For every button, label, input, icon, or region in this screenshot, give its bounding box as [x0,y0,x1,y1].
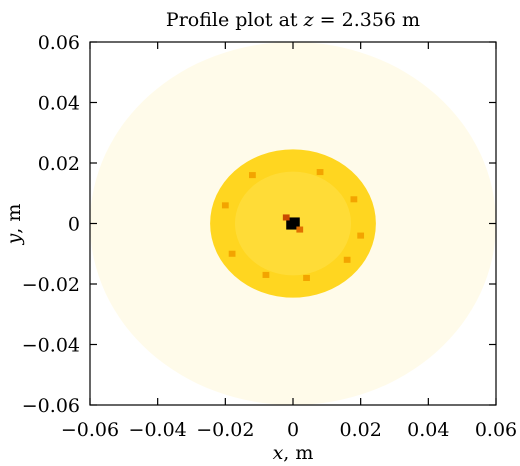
x-tick-label: −0.04 [129,419,187,441]
x-tick-label: 0.02 [340,419,382,441]
chart-title: Profile plot at z = 2.356 m [166,9,420,31]
y-tick-label: −0.06 [22,395,80,417]
heatmap-hot-spot [303,274,310,281]
y-tick-label: 0 [68,214,80,236]
y-tick-label: −0.04 [22,335,80,357]
heatmap-hot-spot [316,169,324,176]
x-tick-label: 0.04 [407,419,449,441]
heatmap-hot-spot [282,214,290,221]
heatmap-hot-spot [350,196,358,203]
x-tick-label: −0.02 [196,419,254,441]
heatmap-hot-spot [249,172,256,179]
y-tick-label: 0.06 [38,32,80,54]
heatmap-hot-spot [296,226,304,233]
chart-title-text: Profile plot at z = 2.356 m [166,9,420,31]
y-tick-label: 0.02 [38,153,80,175]
y-tick-label: −0.02 [22,274,80,296]
heatmap-hot-spot [343,256,351,263]
heatmap-hot-spot [262,271,270,278]
heatmap-layer [90,42,496,405]
heatmap-hot-spot [357,232,365,239]
x-tick-label: 0 [287,419,299,441]
ticks-layer: −0.06 −0.04 −0.02 0 0.02 0.04 0.06 −0.06 −0.04 −0… [22,32,517,441]
heatmap-hot-spot [221,202,229,209]
y-tick-label: 0.04 [38,93,80,115]
x-tick-label: 0.06 [475,419,517,441]
heatmap-hot-spot [228,250,236,257]
x-tick-label: −0.06 [61,419,119,441]
y-axis-label: y, m [3,204,25,246]
x-axis-label: x, m [273,442,314,464]
